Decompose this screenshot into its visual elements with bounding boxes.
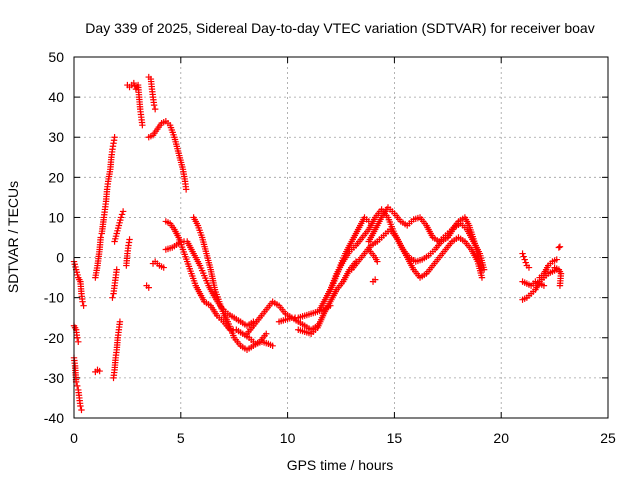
y-tick-label: 20 [48, 169, 64, 185]
data-point [555, 244, 563, 251]
y-tick-label: 0 [56, 250, 64, 266]
y-tick-label: 40 [48, 89, 64, 105]
x-tick-label: 20 [493, 430, 509, 446]
y-tick-label: -10 [44, 290, 64, 306]
data-point [117, 214, 125, 221]
series-arc-17 [190, 214, 270, 354]
series-arc-14 [145, 117, 190, 193]
data-point [269, 342, 276, 349]
series-arc-10 [124, 79, 146, 129]
data-point [160, 264, 167, 271]
data-point [520, 253, 527, 260]
data-point [145, 284, 152, 291]
data-point [119, 208, 127, 215]
data-point [75, 338, 82, 345]
series-arc-26 [369, 276, 379, 285]
data-point [182, 186, 190, 193]
data-point [109, 294, 116, 301]
data-point [113, 266, 120, 273]
data-point [556, 282, 564, 289]
series-arc-30 [536, 256, 560, 281]
chart-title: Day 339 of 2025, Sidereal Day-to-day VTE… [85, 20, 594, 36]
series-arc-25 [365, 246, 381, 265]
data-point [522, 259, 529, 266]
series-arc-06 [109, 266, 120, 301]
x-tick-label: 15 [387, 430, 403, 446]
series-arc-16 [162, 238, 257, 329]
series-arc-05 [92, 134, 118, 281]
data-point [96, 367, 103, 375]
gridlines [74, 57, 608, 418]
data-point [74, 382, 81, 390]
data-point [111, 134, 118, 141]
series-arc-27 [519, 250, 533, 271]
x-tick-label: 25 [600, 430, 616, 446]
data-point [521, 256, 528, 263]
series-arc-13 [149, 258, 167, 271]
data-point [74, 334, 81, 341]
series-arc-12 [143, 282, 152, 291]
plot-frame [73, 56, 609, 419]
series-arc-08 [111, 208, 127, 245]
series-arc-11 [145, 73, 159, 113]
data-point [80, 302, 87, 309]
x-tick-label: 0 [70, 430, 78, 446]
data-point [139, 121, 146, 129]
data-point [79, 298, 86, 305]
data-point [77, 402, 84, 410]
series-arc-09 [123, 236, 133, 269]
series-arc-31 [551, 264, 565, 289]
data-point [540, 282, 548, 289]
data-points [70, 73, 565, 414]
y-tick-label: -30 [44, 370, 64, 386]
data-point [525, 264, 533, 271]
data-point [519, 250, 526, 257]
y-tick-label: 30 [48, 129, 64, 145]
series-arc-03 [70, 354, 85, 414]
data-point [151, 105, 159, 113]
data-point [263, 330, 270, 337]
data-point [556, 243, 564, 250]
x-axis-label: GPS time / hours [287, 457, 394, 473]
data-point [116, 318, 124, 325]
data-point [118, 211, 126, 218]
x-tick-label: 10 [280, 430, 296, 446]
data-point [130, 79, 138, 87]
data-point [78, 406, 85, 414]
data-point [371, 276, 379, 283]
y-axis-label: SDTVAR / TECUs [5, 181, 21, 293]
series-arc-32 [555, 243, 564, 251]
data-point [126, 236, 133, 243]
y-tick-label: -40 [44, 410, 64, 426]
y-tick-label: 10 [48, 209, 64, 225]
data-point [478, 274, 486, 281]
y-tick-label: 50 [48, 49, 64, 65]
x-tick-label: 5 [177, 430, 185, 446]
data-point [374, 258, 381, 265]
y-tick-label: -20 [44, 330, 64, 346]
series-arc-24 [365, 204, 486, 273]
axis-ticks: 0 5 10 15 20 25 -40 -30 -20 -10 0 10 20 30 40 50 [44, 49, 616, 446]
series-arc-02 [70, 322, 82, 345]
series-arc-07 [110, 318, 124, 382]
data-point [478, 266, 486, 273]
data-point [553, 256, 560, 263]
data-point [150, 101, 158, 109]
series-arc-04 [92, 366, 103, 376]
data-point [97, 234, 104, 241]
series-arc-15 [162, 218, 276, 349]
series-arc-01 [70, 258, 87, 309]
